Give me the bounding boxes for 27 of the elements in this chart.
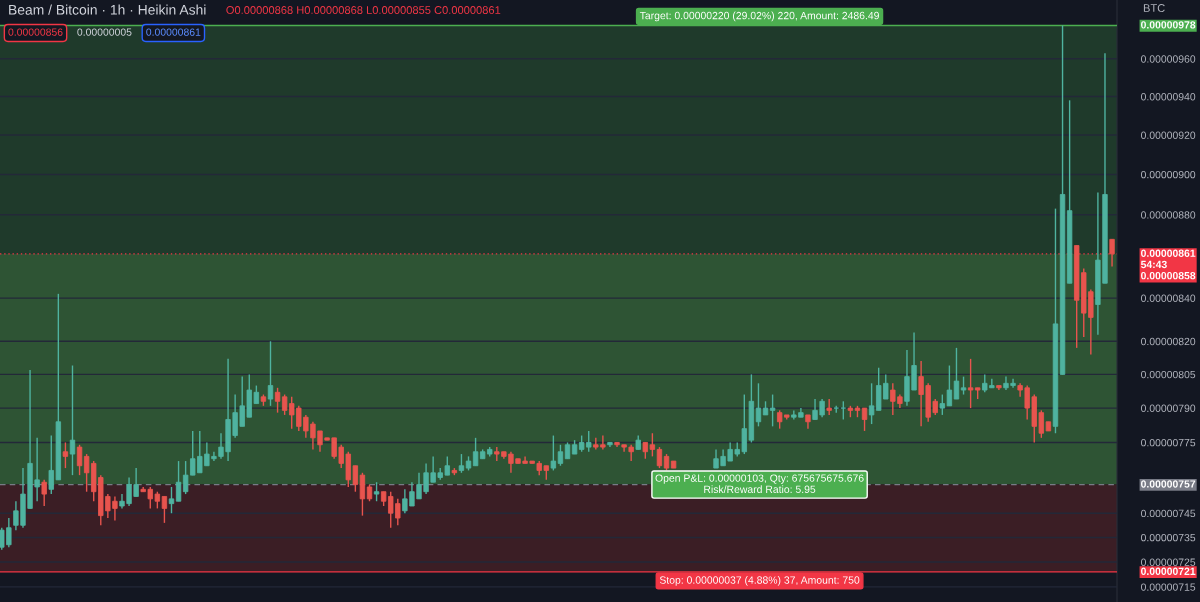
band-label: Stop: 0.00000037 (4.88%) 37, Amount: 750: [659, 576, 860, 586]
y-tick-label: 0.00000820: [1141, 337, 1196, 346]
y-tick-label: 0.00000745: [1141, 509, 1196, 518]
y-tick-label: 0.00000920: [1141, 131, 1196, 139]
ref-line-label: 0.00000721: [1141, 567, 1196, 575]
y-tick-label: 0.00000900: [1141, 170, 1196, 179]
band-label: Target: 0.00000220 (29.02%) 220, Amount: 2486.49: [639, 11, 879, 22]
y-tick-label: 0.00000790: [1141, 404, 1196, 412]
y-tick-label: 0.00000725: [1141, 558, 1196, 566]
y-tick-label: 0.00000715: [1141, 583, 1196, 591]
ref-line-label: 0.00000757: [1141, 480, 1196, 488]
ref-line-label: 0.00000978: [1141, 21, 1196, 29]
band-label: Open P&L: 0.00000103, Qty: 675675675.676 Risk/Reward Ratio: 5.95: [655, 474, 864, 493]
y-tick-label: 0.00000735: [1141, 533, 1196, 542]
y-tick-label: 0.00000960: [1141, 55, 1196, 63]
y-tick-label: 0.00000775: [1141, 438, 1196, 447]
y-axis-title: BTC: [1143, 4, 1165, 12]
y-tick-label: 0.00000880: [1141, 211, 1196, 219]
annotation: 0.00000861: [146, 28, 201, 36]
annotation: 0.00000856: [8, 28, 63, 36]
y-tick-label: 0.00000840: [1141, 294, 1196, 302]
y-tick-label: 0.00000940: [1141, 93, 1196, 101]
annotation: O0.00000868 H0.00000868 L0.00000855 C0.00000861: [226, 6, 501, 14]
annotation: 0.00000005: [77, 28, 132, 36]
chart-title: Beam / Bitcoin · 1h · Heikin Ashi: [9, 4, 206, 15]
y-tick-label: 0.00000805: [1141, 370, 1196, 379]
ref-line-label: 0.00000861 54:43 0.00000858: [1140, 249, 1196, 280]
